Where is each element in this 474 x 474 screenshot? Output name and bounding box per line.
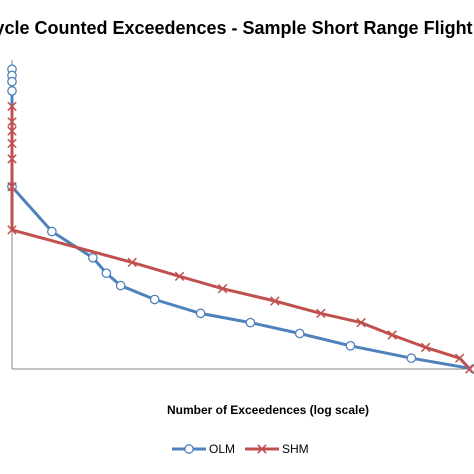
series-shm-point xyxy=(465,364,474,374)
series-shm-point xyxy=(356,317,366,328)
series-shm-point xyxy=(127,257,137,268)
series-olm-point xyxy=(47,226,57,237)
legend-marker-shm xyxy=(257,444,267,454)
series-olm-point xyxy=(195,308,206,319)
x-axis-label: Number of Exceedences (log scale) xyxy=(167,403,369,417)
series-olm-point xyxy=(7,76,17,87)
series-olm-point xyxy=(149,294,160,305)
series-shm-point xyxy=(454,353,465,363)
series-olm-line xyxy=(10,67,474,371)
series-shm-point xyxy=(7,225,17,235)
series-olm-point xyxy=(88,252,98,263)
series-shm-point xyxy=(7,138,17,149)
series-olm-point xyxy=(245,317,256,328)
series-olm-point xyxy=(7,86,17,96)
series-shm-point xyxy=(7,181,17,192)
legend-marker-olm xyxy=(184,444,194,454)
series-olm-point xyxy=(294,328,305,339)
series-shm-line xyxy=(10,104,472,371)
series-olm-point xyxy=(115,280,126,291)
legend-label-shm: SHM xyxy=(282,442,309,456)
series-shm-point xyxy=(7,117,17,127)
series-shm-point xyxy=(7,101,17,112)
series-shm-point xyxy=(420,342,431,353)
series-olm xyxy=(7,64,474,374)
series-shm-point xyxy=(174,271,185,282)
chart-title: Cycle Counted Exceedences - Sample Short… xyxy=(0,18,473,38)
series-shm-point xyxy=(7,126,17,136)
legend-item-shm: SHM xyxy=(245,442,309,456)
series-olm-point xyxy=(406,353,417,364)
series-shm-point xyxy=(7,154,17,164)
series-olm-point xyxy=(101,268,112,279)
series-shm-point xyxy=(270,296,280,306)
series-shm xyxy=(7,101,474,374)
series-shm-point xyxy=(316,308,326,319)
legend-label-olm: OLM xyxy=(209,442,235,456)
series-shm-point xyxy=(217,283,228,294)
legend-item-olm: OLM xyxy=(172,442,235,456)
series-olm-point xyxy=(345,340,356,351)
legend: OLM SHM xyxy=(172,442,309,456)
series-layer xyxy=(7,64,474,374)
series-shm-point xyxy=(387,330,397,340)
